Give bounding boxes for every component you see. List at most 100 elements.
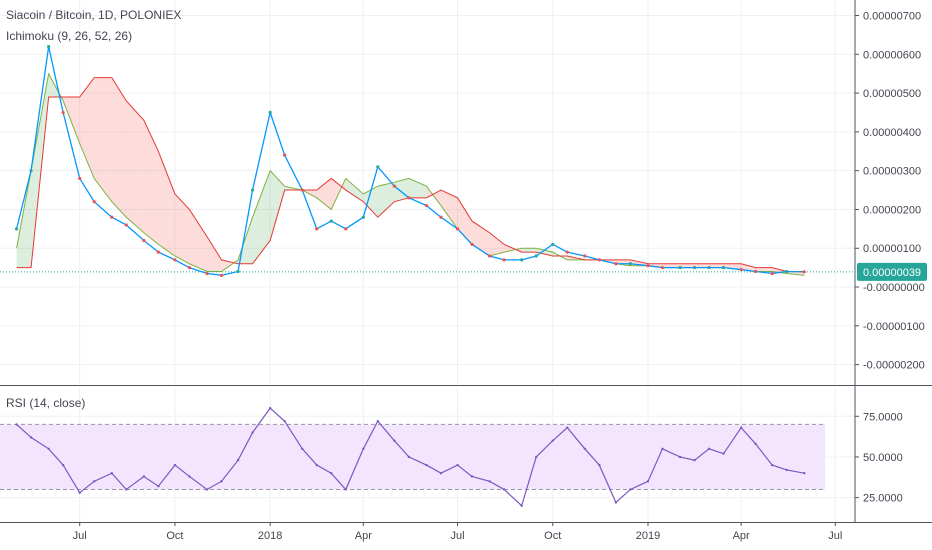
price-point[interactable]	[424, 203, 429, 208]
price-point[interactable]	[707, 266, 711, 270]
price-point[interactable]	[29, 169, 33, 173]
rsi-point[interactable]	[251, 431, 254, 434]
symbol-title[interactable]: Siacoin / Bitcoin, 1D, POLONIEX	[6, 8, 182, 22]
price-point[interactable]	[205, 271, 209, 276]
rsi-point[interactable]	[646, 480, 650, 483]
rsi-point[interactable]	[614, 501, 618, 504]
price-point[interactable]	[78, 176, 82, 181]
price-point[interactable]	[583, 254, 587, 258]
rsi-point[interactable]	[707, 447, 711, 451]
price-point[interactable]	[488, 254, 492, 258]
rsi-point[interactable]	[157, 485, 160, 488]
price-point[interactable]	[520, 258, 524, 262]
rsi-point[interactable]	[407, 455, 411, 459]
rsi-point[interactable]	[376, 419, 380, 423]
rsi-point[interactable]	[693, 458, 696, 462]
price-point[interactable]	[124, 223, 128, 227]
price-point[interactable]	[61, 110, 65, 115]
rsi-point[interactable]	[205, 488, 209, 491]
price-point[interactable]	[565, 250, 569, 254]
rsi-point[interactable]	[393, 439, 396, 442]
rsi-point[interactable]	[502, 488, 506, 491]
rsi-point[interactable]	[456, 463, 459, 467]
rsi-point[interactable]	[125, 488, 128, 491]
price-point[interactable]	[660, 266, 665, 270]
price-point[interactable]	[392, 184, 396, 188]
price-point[interactable]	[173, 258, 177, 262]
rsi-point[interactable]	[488, 480, 491, 483]
rsi-point[interactable]	[739, 426, 743, 429]
rsi-point[interactable]	[470, 475, 474, 478]
price-point[interactable]	[770, 271, 774, 276]
price-point[interactable]	[47, 44, 51, 49]
rsi-point[interactable]	[110, 472, 113, 475]
price-point[interactable]	[678, 266, 682, 270]
rsi-point[interactable]	[803, 472, 806, 475]
rsi-point[interactable]	[142, 475, 146, 478]
rsi-point[interactable]	[15, 423, 18, 426]
rsi-point[interactable]	[188, 475, 191, 478]
rsi-point[interactable]	[629, 488, 632, 491]
price-point[interactable]	[739, 267, 743, 272]
price-point[interactable]	[187, 266, 192, 270]
price-point[interactable]	[502, 258, 506, 262]
rsi-point[interactable]	[439, 472, 443, 475]
rsi-point[interactable]	[583, 447, 587, 451]
rsi-point[interactable]	[534, 455, 538, 459]
rsi-point[interactable]	[268, 406, 272, 410]
price-point[interactable]	[219, 273, 224, 277]
price-plot-area[interactable]	[0, 44, 855, 277]
price-point[interactable]	[470, 242, 474, 246]
rsi-point[interactable]	[722, 452, 725, 455]
ichimoku-legend[interactable]: Ichimoku (9, 26, 52, 26)	[6, 29, 133, 43]
rsi-point[interactable]	[661, 447, 664, 451]
price-point[interactable]	[692, 266, 697, 270]
price-point[interactable]	[597, 258, 601, 262]
rsi-point[interactable]	[61, 463, 65, 467]
rsi-point[interactable]	[47, 447, 50, 451]
price-point[interactable]	[156, 250, 160, 254]
rsi-point[interactable]	[330, 472, 333, 475]
price-point[interactable]	[361, 215, 365, 219]
price-point[interactable]	[551, 242, 555, 246]
rsi-point[interactable]	[425, 463, 428, 467]
rsi-point[interactable]	[315, 463, 318, 467]
price-point[interactable]	[268, 110, 272, 115]
price-point[interactable]	[344, 227, 348, 231]
price-point[interactable]	[236, 269, 240, 274]
last-price-tag[interactable]	[857, 262, 927, 281]
price-point[interactable]	[14, 227, 19, 231]
rsi-point[interactable]	[220, 480, 223, 483]
rsi-point[interactable]	[566, 426, 569, 429]
rsi-legend[interactable]: RSI (14, close)	[6, 396, 86, 410]
rsi-point[interactable]	[78, 491, 81, 494]
price-point[interactable]	[439, 215, 443, 219]
price-point[interactable]	[407, 196, 411, 200]
price-point[interactable]	[721, 266, 726, 270]
rsi-point[interactable]	[283, 419, 286, 423]
rsi-point[interactable]	[754, 442, 757, 446]
price-point[interactable]	[455, 227, 460, 231]
rsi-point[interactable]	[678, 455, 682, 459]
rsi-point[interactable]	[770, 463, 774, 467]
price-point[interactable]	[110, 215, 114, 219]
rsi-point[interactable]	[520, 504, 523, 507]
rsi-point[interactable]	[92, 480, 96, 483]
rsi-point[interactable]	[785, 468, 788, 472]
price-point[interactable]	[300, 188, 304, 192]
price-point[interactable]	[329, 219, 333, 223]
price-point[interactable]	[315, 227, 319, 231]
price-point[interactable]	[283, 153, 287, 157]
rsi-point[interactable]	[598, 463, 601, 467]
rsi-point[interactable]	[362, 447, 365, 451]
rsi-point[interactable]	[236, 458, 240, 462]
price-point[interactable]	[628, 262, 632, 266]
rsi-plot-area[interactable]	[0, 406, 825, 507]
price-point[interactable]	[376, 165, 380, 169]
rsi-point[interactable]	[344, 488, 347, 491]
price-point[interactable]	[646, 264, 650, 268]
rsi-point[interactable]	[173, 463, 177, 467]
rsi-point[interactable]	[301, 447, 304, 451]
rsi-point[interactable]	[551, 439, 554, 442]
